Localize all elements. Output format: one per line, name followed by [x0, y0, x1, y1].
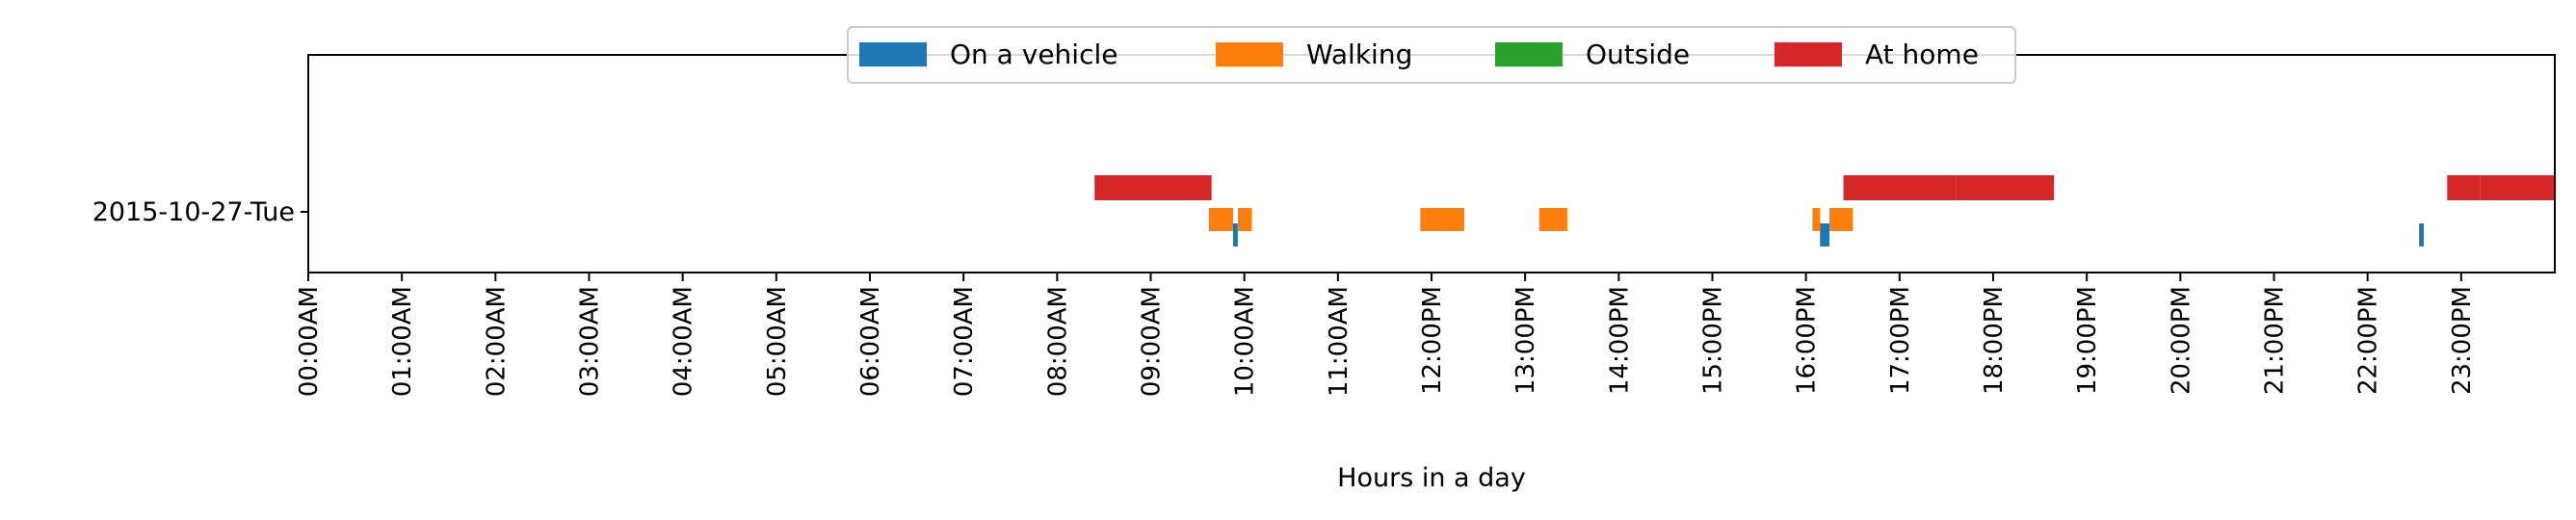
legend: On a vehicle Walking Outside At home: [847, 26, 2016, 84]
at-home-bar: [1843, 175, 1957, 200]
x-axis: 00:00AM 01:00AM 02:00AM 03:00AM 04:00AM 05:00…: [295, 273, 2477, 397]
x-tick-label: 18:00PM: [1980, 286, 2009, 395]
walking-bar: [1208, 208, 1234, 231]
x-tick-label: 21:00PM: [2261, 286, 2290, 395]
on-a-vehicle-bar: [1820, 223, 1829, 247]
x-tick-label: 20:00PM: [2167, 286, 2195, 395]
on-a-vehicle-bar: [2419, 223, 2424, 247]
x-tick-label: 08:00AM: [1043, 286, 1072, 397]
at-home-bar: [1094, 175, 1212, 200]
x-tick-label: 04:00AM: [670, 286, 698, 397]
x-tick-label: 15:00PM: [1699, 286, 1728, 395]
at-home-bar: [2447, 175, 2481, 200]
x-axis-label: Hours in a day: [1337, 463, 1526, 493]
x-tick-label: 01:00AM: [388, 286, 417, 397]
walking-bar: [1812, 208, 1821, 231]
legend-label: Outside: [1586, 39, 1690, 70]
legend-swatch: [1774, 42, 1842, 66]
x-tick-label: 11:00AM: [1325, 286, 1354, 397]
x-tick-label: 07:00AM: [950, 286, 979, 397]
x-tick-label: 05:00AM: [763, 286, 792, 397]
y-axis: 2015-10-27-Tue: [92, 197, 308, 227]
walking-bar: [1538, 208, 1567, 231]
x-tick-label: 00:00AM: [295, 286, 324, 397]
y-tick-label: 2015-10-27-Tue: [92, 197, 295, 227]
legend-box: [847, 26, 2016, 84]
x-tick-label: 03:00AM: [576, 286, 605, 397]
plot-frame: [307, 54, 2556, 273]
x-tick-label: 19:00PM: [2073, 286, 2102, 395]
legend-swatch: [859, 42, 927, 66]
walking-bar: [1828, 208, 1853, 231]
at-home-bar: [1956, 175, 2055, 200]
legend-swatch: [1216, 42, 1283, 66]
at-home-bar: [2480, 175, 2555, 200]
x-tick-label: 09:00AM: [1138, 286, 1167, 397]
x-tick-label: 17:00PM: [1886, 286, 1915, 395]
x-tick-label: 16:00PM: [1793, 286, 1822, 395]
x-tick-label: 12:00PM: [1418, 286, 1447, 395]
x-tick-label: 06:00AM: [856, 286, 885, 397]
x-tick-label: 02:00AM: [482, 286, 511, 397]
legend-swatch: [1495, 42, 1563, 66]
legend-label: On a vehicle: [950, 39, 1117, 70]
x-tick-label: 13:00PM: [1511, 286, 1540, 395]
x-tick-label: 14:00PM: [1605, 286, 1634, 395]
x-tick-label: 10:00AM: [1231, 286, 1260, 397]
on-a-vehicle-bar: [1233, 223, 1238, 247]
legend-label: Walking: [1306, 39, 1412, 70]
chart-marks: [1094, 175, 2555, 247]
walking-bar: [1420, 208, 1465, 231]
x-tick-label: 22:00PM: [2354, 286, 2383, 395]
walking-bar: [1237, 208, 1252, 231]
legend-label: At home: [1865, 39, 1979, 70]
x-tick-label: 23:00PM: [2448, 286, 2477, 395]
